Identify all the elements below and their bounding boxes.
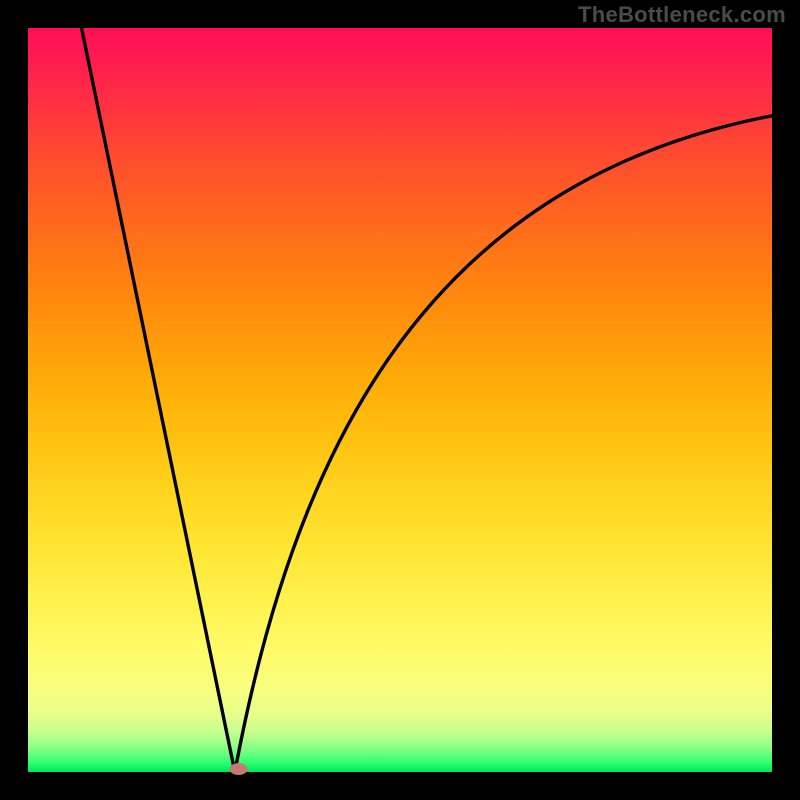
optimal-point-marker xyxy=(230,763,248,775)
chart-container: TheBottleneck.com xyxy=(0,0,800,800)
plot-area xyxy=(28,28,772,772)
bottleneck-chart xyxy=(0,0,800,800)
watermark-text: TheBottleneck.com xyxy=(578,2,786,28)
